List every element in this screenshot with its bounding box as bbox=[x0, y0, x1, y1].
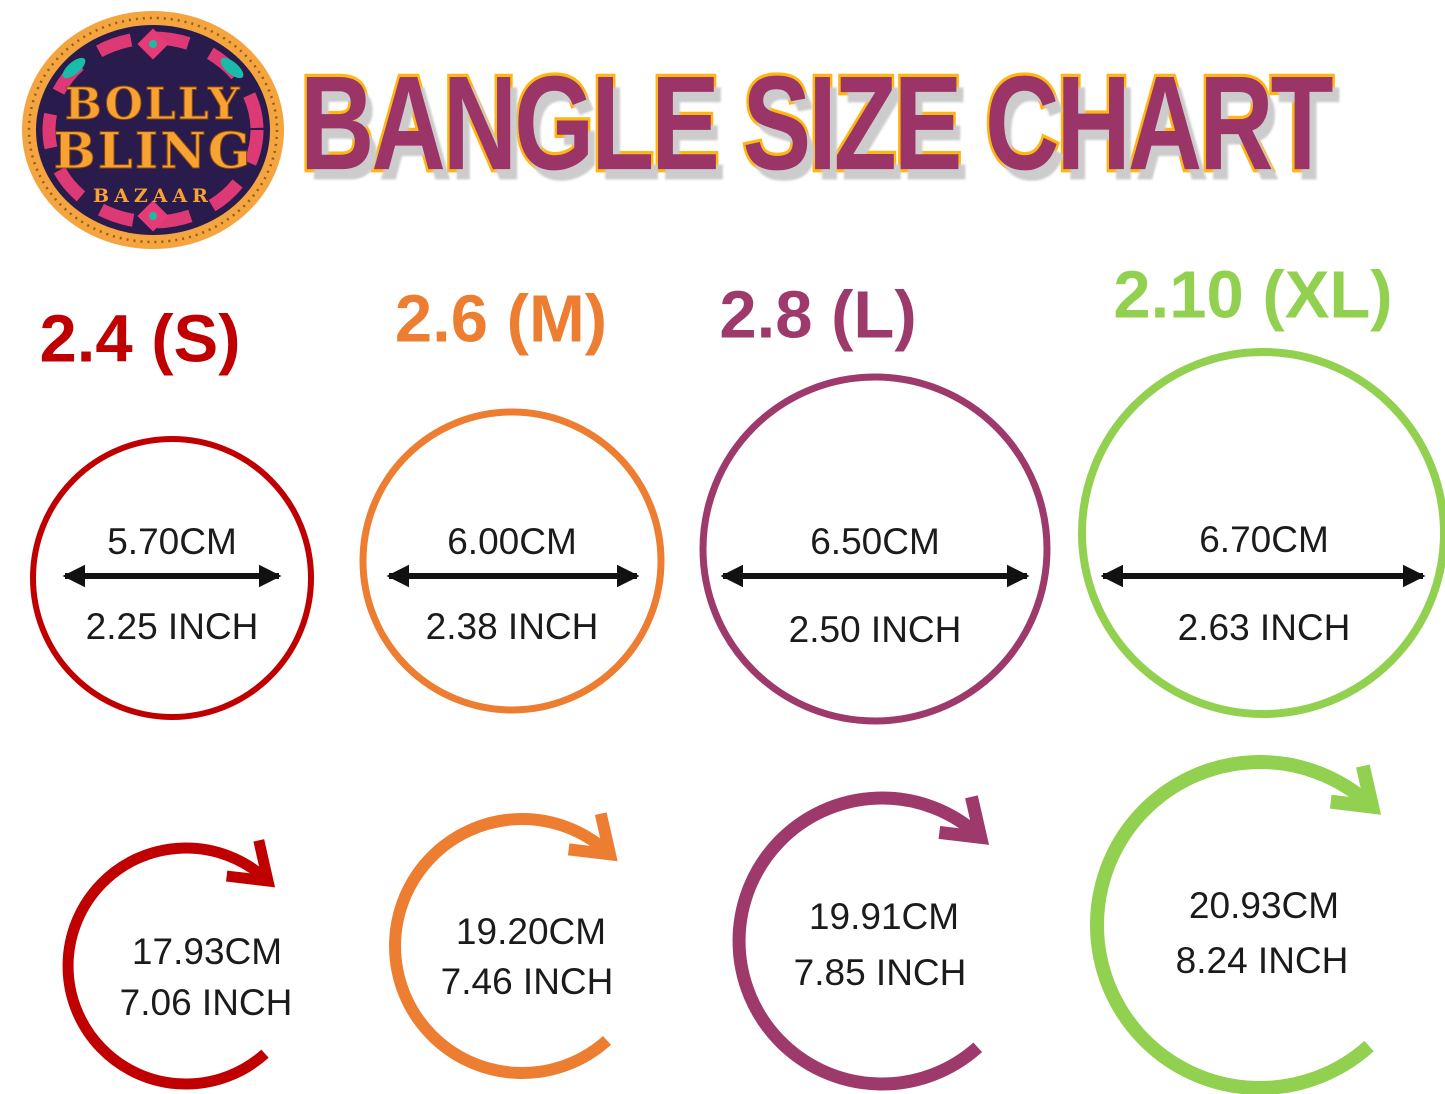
size-label-m: 2.6 (M) bbox=[394, 281, 608, 357]
size-label-s: 2.4 (S) bbox=[39, 301, 241, 377]
logo-leaf-right bbox=[220, 57, 244, 79]
circumference-inch-s: 7.06 INCH bbox=[119, 982, 293, 1023]
logo-word-bazaar: BAZAAR bbox=[93, 185, 213, 207]
circumference-arc-s bbox=[62, 839, 276, 1090]
diameter-cm-s: 5.70CM bbox=[107, 521, 237, 562]
logo-diamond-bottom bbox=[137, 200, 169, 232]
diameter-circle-l bbox=[699, 373, 1051, 725]
logo-leaf-left bbox=[62, 57, 86, 79]
circumference-arc-l bbox=[732, 791, 990, 1091]
diameter-inch-xl: 2.63 INCH bbox=[1177, 607, 1351, 648]
diameter-circle-m bbox=[359, 408, 665, 714]
diameter-circle-s bbox=[30, 436, 314, 720]
logo-dotted-ring bbox=[27, 16, 279, 244]
page-title: BANGLE SIZE CHART bbox=[298, 48, 1336, 198]
diameter-cm-m: 6.00CM bbox=[447, 521, 577, 562]
circumference-cm-xl: 20.93CM bbox=[1188, 885, 1340, 926]
size-label-xl: 2.10 (XL) bbox=[1113, 257, 1393, 333]
diameter-circle-xl bbox=[1078, 348, 1445, 718]
circumference-inch-l: 7.85 INCH bbox=[793, 952, 967, 993]
logo-word-bling: BLING bbox=[53, 121, 252, 180]
circumference-cm-m: 19.20CM bbox=[455, 911, 607, 952]
diameter-inch-m: 2.38 INCH bbox=[425, 606, 599, 647]
diameter-cm-l: 6.50CM bbox=[810, 521, 940, 562]
diameter-cm-xl: 6.70CM bbox=[1199, 519, 1329, 560]
logo-pink-wreath bbox=[42, 31, 264, 229]
logo-word-bolly: BOLLY bbox=[65, 79, 242, 130]
logo-diamond-top bbox=[137, 28, 169, 60]
circumference-cm-s: 17.93CM bbox=[131, 931, 283, 972]
circumference-arc-xl bbox=[1090, 755, 1382, 1094]
circumference-arc-m bbox=[389, 812, 618, 1079]
diameter-inch-l: 2.50 INCH bbox=[788, 609, 962, 650]
diameter-inch-s: 2.25 INCH bbox=[85, 606, 259, 647]
size-label-l: 2.8 (L) bbox=[719, 277, 917, 353]
bolly-bling-bazaar-logo: BOLLY BLING BAZAAR bbox=[22, 11, 284, 249]
circumference-inch-xl: 8.24 INCH bbox=[1175, 940, 1349, 981]
logo-inner-disc bbox=[36, 25, 270, 235]
circumference-cm-l: 19.91CM bbox=[808, 896, 960, 937]
circumference-inch-m: 7.46 INCH bbox=[440, 961, 614, 1002]
